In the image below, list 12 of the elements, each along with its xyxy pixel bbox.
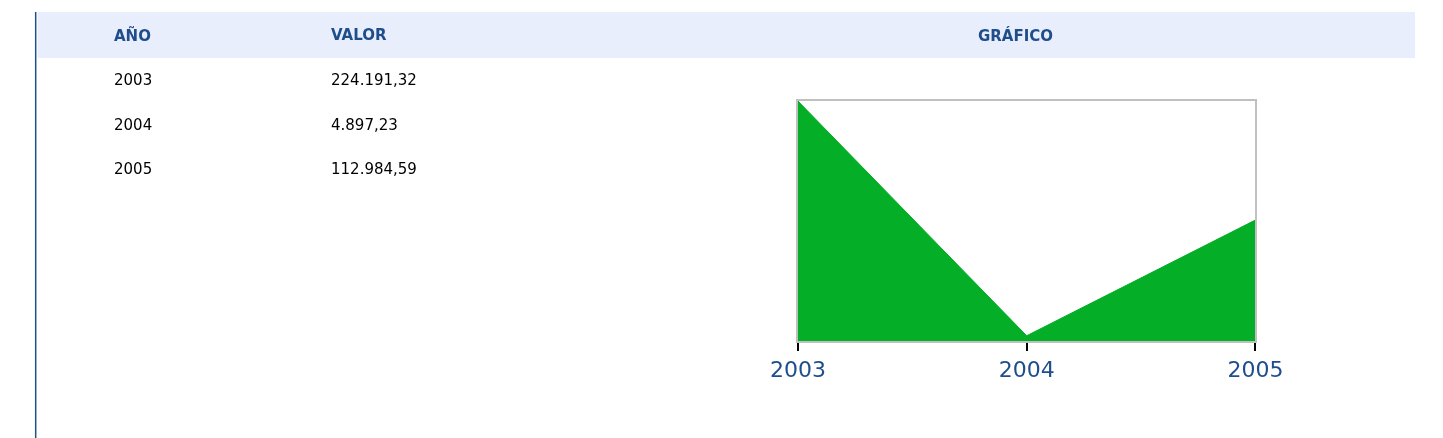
x-tick-label: 2003 bbox=[769, 357, 826, 383]
chart-title: GRÁFICO bbox=[978, 26, 1054, 45]
text: 2005 bbox=[114, 160, 153, 178]
text: 2003 bbox=[114, 71, 153, 89]
x-tick-label: 2004 bbox=[998, 357, 1055, 383]
text: VALOR bbox=[331, 26, 387, 44]
text: AÑO bbox=[114, 26, 151, 45]
x-tick-label: 2005 bbox=[1227, 357, 1284, 383]
text: 112.984,59 bbox=[331, 160, 417, 178]
text: 224.191,32 bbox=[331, 71, 417, 89]
text: 2004 bbox=[114, 116, 153, 134]
text: 4.897,23 bbox=[331, 116, 398, 134]
